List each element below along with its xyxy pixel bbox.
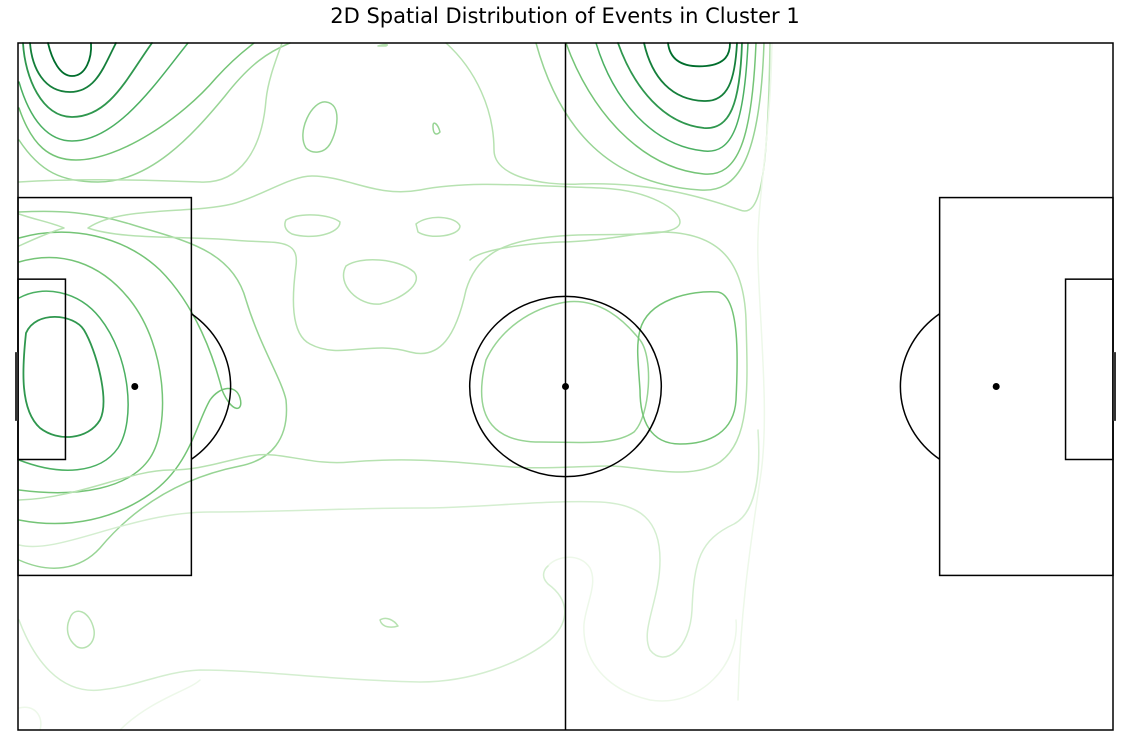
contour-line-level-7: [22, 42, 153, 118]
contour-line-level-9: [667, 42, 731, 68]
contour-line-level-3: [18, 213, 65, 247]
contour-line-level-2: [18, 565, 566, 691]
right-goal: [1113, 352, 1116, 421]
right-six-yard-box: [1064, 278, 1114, 461]
pitch-markings: [15, 42, 1116, 731]
contour-line-level-3: [18, 42, 283, 183]
contour-line-level-5: [636, 291, 738, 445]
contour-line-level-3: [445, 42, 771, 212]
contour-line-level-6: [18, 42, 189, 142]
left-penalty-arc: [190, 313, 232, 460]
left-penalty-box: [17, 196, 193, 577]
contour-line-level-2: [18, 429, 760, 658]
contour-line-level-3: [284, 214, 341, 238]
contour-line-level-5: [18, 42, 255, 161]
contour-line-level-3: [377, 43, 389, 47]
contour-line-level-3: [379, 617, 399, 628]
contour-line-level-6: [595, 42, 749, 152]
centre-circle: [468, 295, 663, 478]
contour-line-level-5: [18, 231, 242, 525]
left-penalty-spot: [131, 383, 139, 390]
contour-line-level-1: [547, 556, 737, 702]
right-penalty-arc: [899, 313, 941, 460]
contour-line-level-3: [66, 610, 95, 649]
centre-spot: [562, 383, 569, 390]
contour-line-level-6: [18, 290, 129, 471]
contour-line-level-1: [119, 679, 201, 731]
contour-line-level-5: [18, 256, 164, 494]
contour-line-level-3: [87, 175, 681, 355]
contour-line-level-8: [643, 42, 738, 102]
contour-line-level-5: [565, 42, 757, 175]
contour-line-level-4: [535, 42, 765, 191]
contour-line-level-1: [737, 42, 773, 701]
contour-line-level-9: [47, 42, 92, 77]
contour-line-level-4: [302, 101, 338, 153]
contour-line-level-3: [415, 216, 461, 238]
chart-title: 2D Spatial Distribution of Events in Clu…: [330, 4, 800, 28]
left-six-yard-box: [17, 278, 67, 461]
contour-line-level-3: [342, 259, 417, 305]
right-penalty-box: [938, 196, 1114, 577]
left-goal: [15, 352, 18, 421]
contour-line-level-4: [18, 210, 288, 569]
contour-line-level-4: [18, 42, 291, 183]
contour-line-level-4: [480, 300, 650, 444]
contour-line-level-7: [617, 42, 743, 129]
right-penalty-spot: [992, 383, 1000, 390]
contour-line-level-7: [22, 315, 105, 438]
contour-line-level-8: [29, 42, 117, 93]
contour-line-level-1: [18, 706, 42, 731]
contour-line-level-4: [432, 122, 441, 135]
